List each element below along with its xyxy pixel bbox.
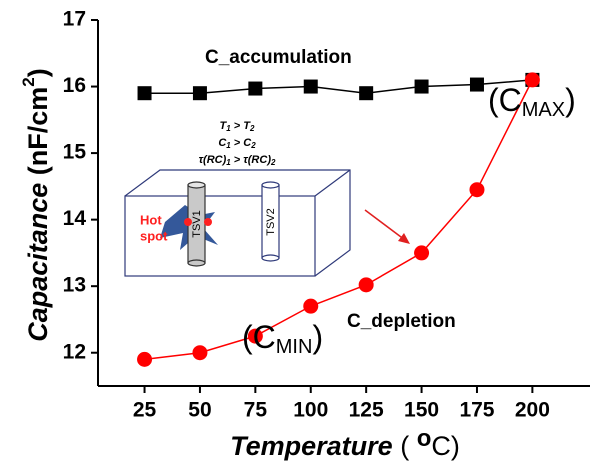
x-tick-label: 150	[404, 399, 439, 422]
inset-label: τ(RC)1 > τ(RC)2	[199, 154, 276, 167]
x-tick-label: 125	[349, 399, 384, 422]
marker	[359, 86, 373, 100]
y-tick-label: 16	[63, 74, 86, 97]
inset-label-part: 2	[250, 141, 256, 150]
marker	[469, 182, 484, 197]
y-tick-label: 14	[63, 207, 87, 230]
inset-label-part: > τ(RC)	[231, 154, 272, 166]
inset-label-part: > T	[231, 120, 252, 132]
x-tick-label: 175	[459, 399, 494, 422]
x-tick-label: 25	[133, 399, 157, 422]
inset-label: TSV1	[191, 210, 203, 238]
inset-label: T1 > T2	[220, 120, 255, 133]
x-tick-label: 50	[188, 399, 211, 422]
y-axis-label: Capacitance (nF/cm2)	[19, 68, 53, 342]
x-tick-label: 75	[244, 399, 268, 422]
marker	[303, 299, 318, 314]
marker	[415, 80, 429, 94]
marker	[470, 78, 484, 92]
inset-label-part: 2	[270, 158, 276, 167]
marker	[137, 352, 152, 367]
inset-label: spot	[140, 228, 168, 243]
series-label: C_depletion	[347, 311, 456, 332]
y-tick-label: 12	[63, 340, 86, 363]
inset-label-part: τ(RC)	[199, 154, 227, 166]
x-axis-label-part: (	[393, 431, 417, 461]
chart: Hot spot TSV1 TSV2 Capacitance (nF/cm2) …	[0, 0, 596, 469]
marker	[359, 277, 374, 292]
y-axis-label-part: Capacitance	[23, 183, 53, 342]
y-tick-label: 17	[63, 8, 86, 31]
inset-label: C1 > C2	[218, 137, 256, 150]
annotation: (CMAX)	[488, 82, 576, 121]
marker	[193, 86, 207, 100]
x-tick-label: 100	[293, 399, 328, 422]
marker	[304, 80, 318, 94]
x-axis-label: Temperature ( oC)	[230, 425, 460, 461]
y-axis-label-part: (nF/cm	[23, 87, 53, 183]
y-axis-label-part: 2	[19, 77, 38, 86]
annotation-part: (C	[242, 319, 276, 355]
annotation-part: (C	[488, 82, 522, 118]
annotation-part: MIN	[276, 336, 313, 358]
x-axis-label-part: C)	[431, 431, 460, 461]
x-axis-label-part: Temperature	[230, 431, 393, 461]
inset-label: Hot	[140, 212, 162, 227]
series-label: C_accumulation	[205, 47, 352, 68]
marker	[525, 72, 540, 87]
marker	[414, 245, 429, 260]
y-axis-label-part: )	[23, 68, 53, 77]
y-tick-label: 15	[63, 141, 87, 164]
marker	[138, 86, 152, 100]
marker	[192, 345, 207, 360]
y-tick-label: 13	[63, 274, 86, 297]
annotation-part: )	[565, 82, 576, 118]
annotation: (CMIN)	[242, 319, 323, 358]
annotation-part: )	[312, 319, 323, 355]
inset-label: TSV2	[265, 208, 277, 236]
annotation-part: MAX	[522, 99, 565, 121]
x-tick-label: 200	[515, 399, 550, 422]
x-axis-label-part: o	[417, 425, 432, 452]
inset-label-part: > C	[231, 137, 253, 149]
marker	[248, 82, 262, 96]
inset-label-part: 2	[249, 124, 255, 133]
